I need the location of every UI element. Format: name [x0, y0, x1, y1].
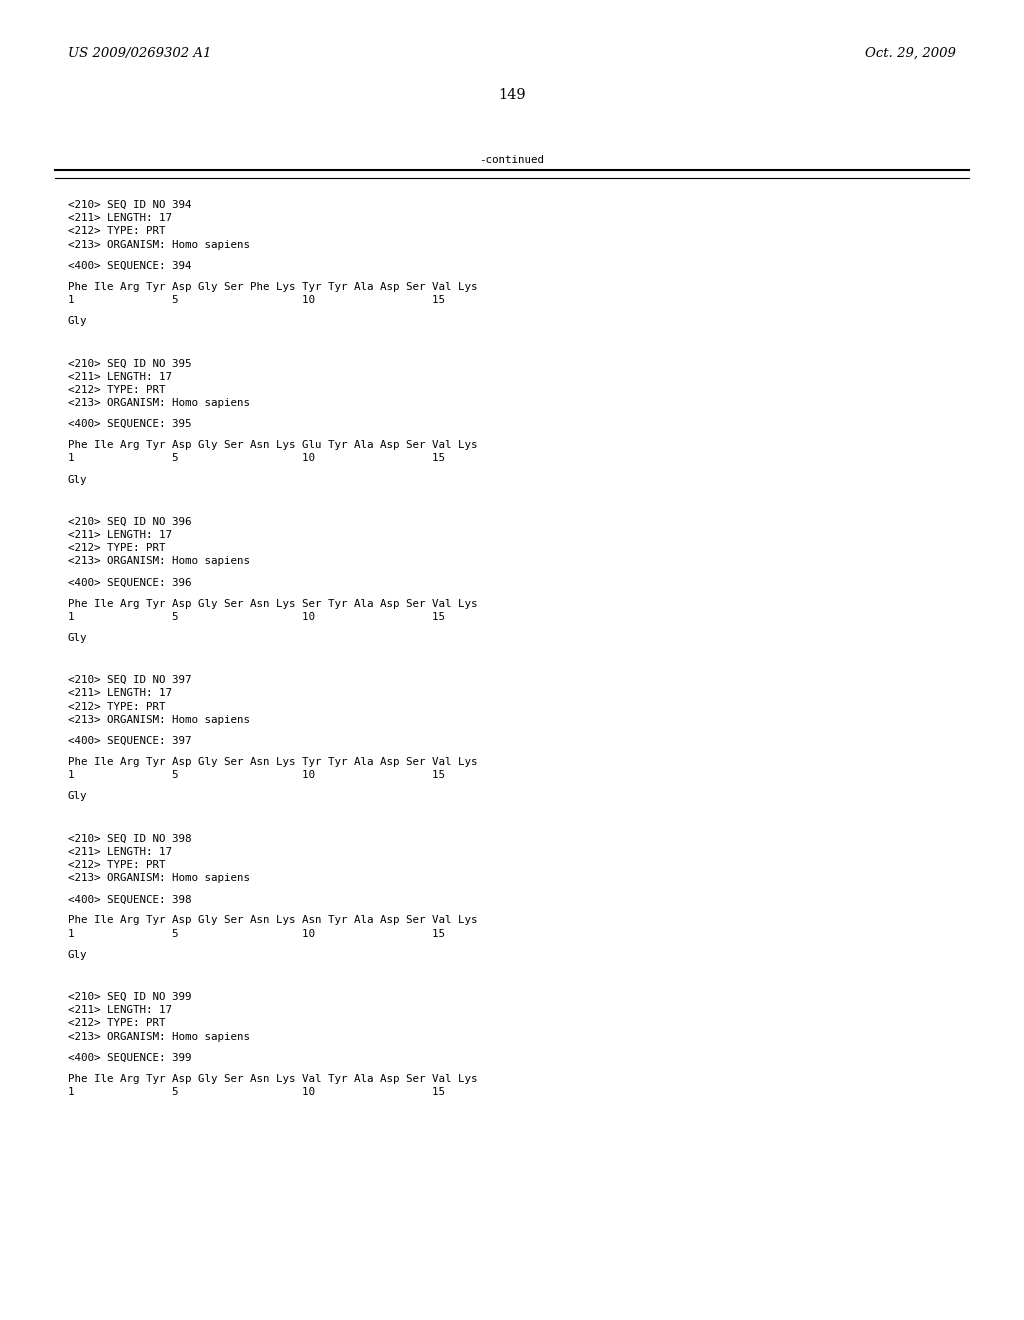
Text: <212> TYPE: PRT: <212> TYPE: PRT: [68, 1019, 166, 1028]
Text: <210> SEQ ID NO 394: <210> SEQ ID NO 394: [68, 201, 191, 210]
Text: 1               5                   10                  15: 1 5 10 15: [68, 454, 445, 463]
Text: <400> SEQUENCE: 394: <400> SEQUENCE: 394: [68, 261, 191, 271]
Text: Phe Ile Arg Tyr Asp Gly Ser Asn Lys Ser Tyr Ala Asp Ser Val Lys: Phe Ile Arg Tyr Asp Gly Ser Asn Lys Ser …: [68, 599, 477, 609]
Text: Oct. 29, 2009: Oct. 29, 2009: [865, 48, 956, 59]
Text: Phe Ile Arg Tyr Asp Gly Ser Asn Lys Glu Tyr Ala Asp Ser Val Lys: Phe Ile Arg Tyr Asp Gly Ser Asn Lys Glu …: [68, 441, 477, 450]
Text: <212> TYPE: PRT: <212> TYPE: PRT: [68, 227, 166, 236]
Text: <210> SEQ ID NO 397: <210> SEQ ID NO 397: [68, 676, 191, 685]
Text: <211> LENGTH: 17: <211> LENGTH: 17: [68, 847, 172, 857]
Text: <211> LENGTH: 17: <211> LENGTH: 17: [68, 1006, 172, 1015]
Text: <400> SEQUENCE: 397: <400> SEQUENCE: 397: [68, 737, 191, 746]
Text: -continued: -continued: [479, 154, 545, 165]
Text: 1               5                   10                  15: 1 5 10 15: [68, 929, 445, 939]
Text: Phe Ile Arg Tyr Asp Gly Ser Phe Lys Tyr Tyr Ala Asp Ser Val Lys: Phe Ile Arg Tyr Asp Gly Ser Phe Lys Tyr …: [68, 282, 477, 292]
Text: <213> ORGANISM: Homo sapiens: <213> ORGANISM: Homo sapiens: [68, 874, 250, 883]
Text: <400> SEQUENCE: 399: <400> SEQUENCE: 399: [68, 1053, 191, 1063]
Text: Gly: Gly: [68, 792, 87, 801]
Text: <213> ORGANISM: Homo sapiens: <213> ORGANISM: Homo sapiens: [68, 240, 250, 249]
Text: Phe Ile Arg Tyr Asp Gly Ser Asn Lys Asn Tyr Ala Asp Ser Val Lys: Phe Ile Arg Tyr Asp Gly Ser Asn Lys Asn …: [68, 916, 477, 925]
Text: <212> TYPE: PRT: <212> TYPE: PRT: [68, 544, 166, 553]
Text: <210> SEQ ID NO 399: <210> SEQ ID NO 399: [68, 993, 191, 1002]
Text: 1               5                   10                  15: 1 5 10 15: [68, 1088, 445, 1097]
Text: Gly: Gly: [68, 317, 87, 326]
Text: Phe Ile Arg Tyr Asp Gly Ser Asn Lys Tyr Tyr Ala Asp Ser Val Lys: Phe Ile Arg Tyr Asp Gly Ser Asn Lys Tyr …: [68, 758, 477, 767]
Text: Gly: Gly: [68, 475, 87, 484]
Text: <212> TYPE: PRT: <212> TYPE: PRT: [68, 861, 166, 870]
Text: <210> SEQ ID NO 395: <210> SEQ ID NO 395: [68, 359, 191, 368]
Text: <210> SEQ ID NO 398: <210> SEQ ID NO 398: [68, 834, 191, 843]
Text: <400> SEQUENCE: 398: <400> SEQUENCE: 398: [68, 895, 191, 904]
Text: 1               5                   10                  15: 1 5 10 15: [68, 296, 445, 305]
Text: 1               5                   10                  15: 1 5 10 15: [68, 771, 445, 780]
Text: <211> LENGTH: 17: <211> LENGTH: 17: [68, 214, 172, 223]
Text: Gly: Gly: [68, 634, 87, 643]
Text: <211> LENGTH: 17: <211> LENGTH: 17: [68, 689, 172, 698]
Text: 149: 149: [499, 88, 525, 102]
Text: <213> ORGANISM: Homo sapiens: <213> ORGANISM: Homo sapiens: [68, 399, 250, 408]
Text: <213> ORGANISM: Homo sapiens: <213> ORGANISM: Homo sapiens: [68, 1032, 250, 1041]
Text: <211> LENGTH: 17: <211> LENGTH: 17: [68, 372, 172, 381]
Text: Phe Ile Arg Tyr Asp Gly Ser Asn Lys Val Tyr Ala Asp Ser Val Lys: Phe Ile Arg Tyr Asp Gly Ser Asn Lys Val …: [68, 1074, 477, 1084]
Text: <400> SEQUENCE: 396: <400> SEQUENCE: 396: [68, 578, 191, 587]
Text: <211> LENGTH: 17: <211> LENGTH: 17: [68, 531, 172, 540]
Text: <210> SEQ ID NO 396: <210> SEQ ID NO 396: [68, 517, 191, 527]
Text: 1               5                   10                  15: 1 5 10 15: [68, 612, 445, 622]
Text: US 2009/0269302 A1: US 2009/0269302 A1: [68, 48, 211, 59]
Text: <213> ORGANISM: Homo sapiens: <213> ORGANISM: Homo sapiens: [68, 715, 250, 725]
Text: <212> TYPE: PRT: <212> TYPE: PRT: [68, 385, 166, 395]
Text: <212> TYPE: PRT: <212> TYPE: PRT: [68, 702, 166, 711]
Text: Gly: Gly: [68, 950, 87, 960]
Text: <400> SEQUENCE: 395: <400> SEQUENCE: 395: [68, 420, 191, 429]
Text: <213> ORGANISM: Homo sapiens: <213> ORGANISM: Homo sapiens: [68, 557, 250, 566]
